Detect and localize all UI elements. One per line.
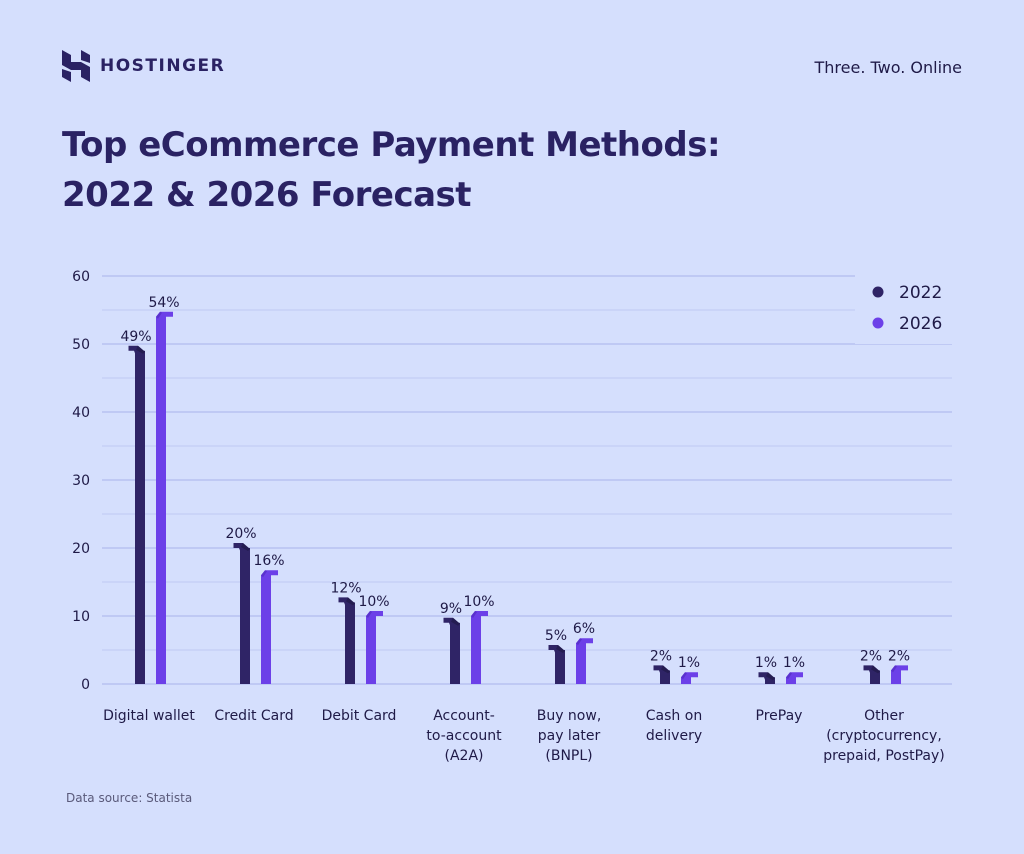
data-label: 10% xyxy=(358,594,389,610)
title-line-1: Top eCommerce Payment Methods: xyxy=(62,125,721,165)
bar-cap-shade xyxy=(241,543,250,551)
category-label: Other (cryptocurrency, prepaid, PostPay) xyxy=(823,708,945,764)
data-label: 9% xyxy=(440,601,462,617)
bar-2026 xyxy=(471,616,481,684)
hostinger-h-logo-icon xyxy=(62,50,90,82)
category-label: Digital wallet xyxy=(103,708,195,724)
data-label: 1% xyxy=(678,655,700,671)
bar-cap-shade xyxy=(871,665,880,674)
legend-label-2026: 2026 xyxy=(899,314,942,334)
bar-2026 xyxy=(366,616,376,684)
legend-label-2022: 2022 xyxy=(899,283,942,303)
brand-logo: HOSTINGER xyxy=(62,50,225,82)
bar-2026 xyxy=(891,670,901,684)
data-label: 2% xyxy=(650,648,672,664)
bar-cap-shade xyxy=(661,665,670,674)
y-tick-label: 50 xyxy=(72,337,90,353)
bar-cap-shade xyxy=(261,570,267,578)
y-tick-label: 20 xyxy=(72,541,90,557)
bar-cap-shade xyxy=(681,672,687,680)
bar-2022 xyxy=(870,670,880,684)
category-label: Debit Card xyxy=(322,708,397,724)
legend-marker-2026 xyxy=(872,317,884,329)
bar-cap-shade xyxy=(366,611,372,618)
bar-2022 xyxy=(135,350,145,684)
y-tick-label: 10 xyxy=(72,609,90,625)
data-label: 1% xyxy=(755,655,777,671)
y-tick-label: 0 xyxy=(81,677,90,693)
data-label: 49% xyxy=(120,329,151,345)
y-tick-label: 30 xyxy=(72,473,90,489)
brand-name: HOSTINGER xyxy=(100,56,226,76)
data-source-note: Data source: Statista xyxy=(66,791,193,805)
bar-2026 xyxy=(576,643,586,684)
data-label: 2% xyxy=(888,648,910,664)
bar-cap-shade xyxy=(766,672,775,681)
bar-2022 xyxy=(555,650,565,684)
data-label: 1% xyxy=(783,655,805,671)
bar-cap-shade xyxy=(136,345,145,354)
y-tick-label: 60 xyxy=(72,269,90,285)
bar-2026 xyxy=(156,316,166,684)
bar-cap-shade xyxy=(346,597,355,606)
bar-2022 xyxy=(240,548,250,684)
title-line-2: 2022 & 2026 Forecast xyxy=(62,175,472,215)
bar-2022 xyxy=(345,602,355,684)
category-label: PrePay xyxy=(756,708,803,724)
data-label: 54% xyxy=(148,295,179,311)
bar-2022 xyxy=(450,622,460,684)
legend-box xyxy=(855,272,955,344)
bar-cap-shade xyxy=(786,672,792,680)
bar-cap-shade xyxy=(576,638,582,646)
page-title: Top eCommerce Payment Methods: 2022 & 20… xyxy=(62,120,942,220)
data-label: 2% xyxy=(860,648,882,664)
bar-cap-shade xyxy=(556,645,565,653)
data-label: 20% xyxy=(225,526,256,542)
bar-cap-shade xyxy=(891,665,897,673)
bar-2026 xyxy=(261,575,271,684)
category-label: Account-to-account (A2A) xyxy=(426,708,502,764)
data-label: 10% xyxy=(463,594,494,610)
legend-marker-2022 xyxy=(872,286,884,298)
data-label: 5% xyxy=(545,628,567,644)
tagline: Three. Two. Online xyxy=(814,58,963,77)
bar-cap-shade xyxy=(471,611,477,618)
category-label: Cash on delivery xyxy=(646,708,702,744)
category-label: Buy now, pay later (BNPL) xyxy=(537,708,602,764)
bar-cap-shade xyxy=(156,311,162,319)
data-label: 6% xyxy=(573,621,595,637)
bar-cap-shade xyxy=(451,617,460,626)
category-label: Credit Card xyxy=(214,708,293,724)
data-label: 12% xyxy=(330,580,361,596)
y-tick-label: 40 xyxy=(72,405,90,421)
bar-2022 xyxy=(660,670,670,684)
data-label: 16% xyxy=(253,553,284,569)
